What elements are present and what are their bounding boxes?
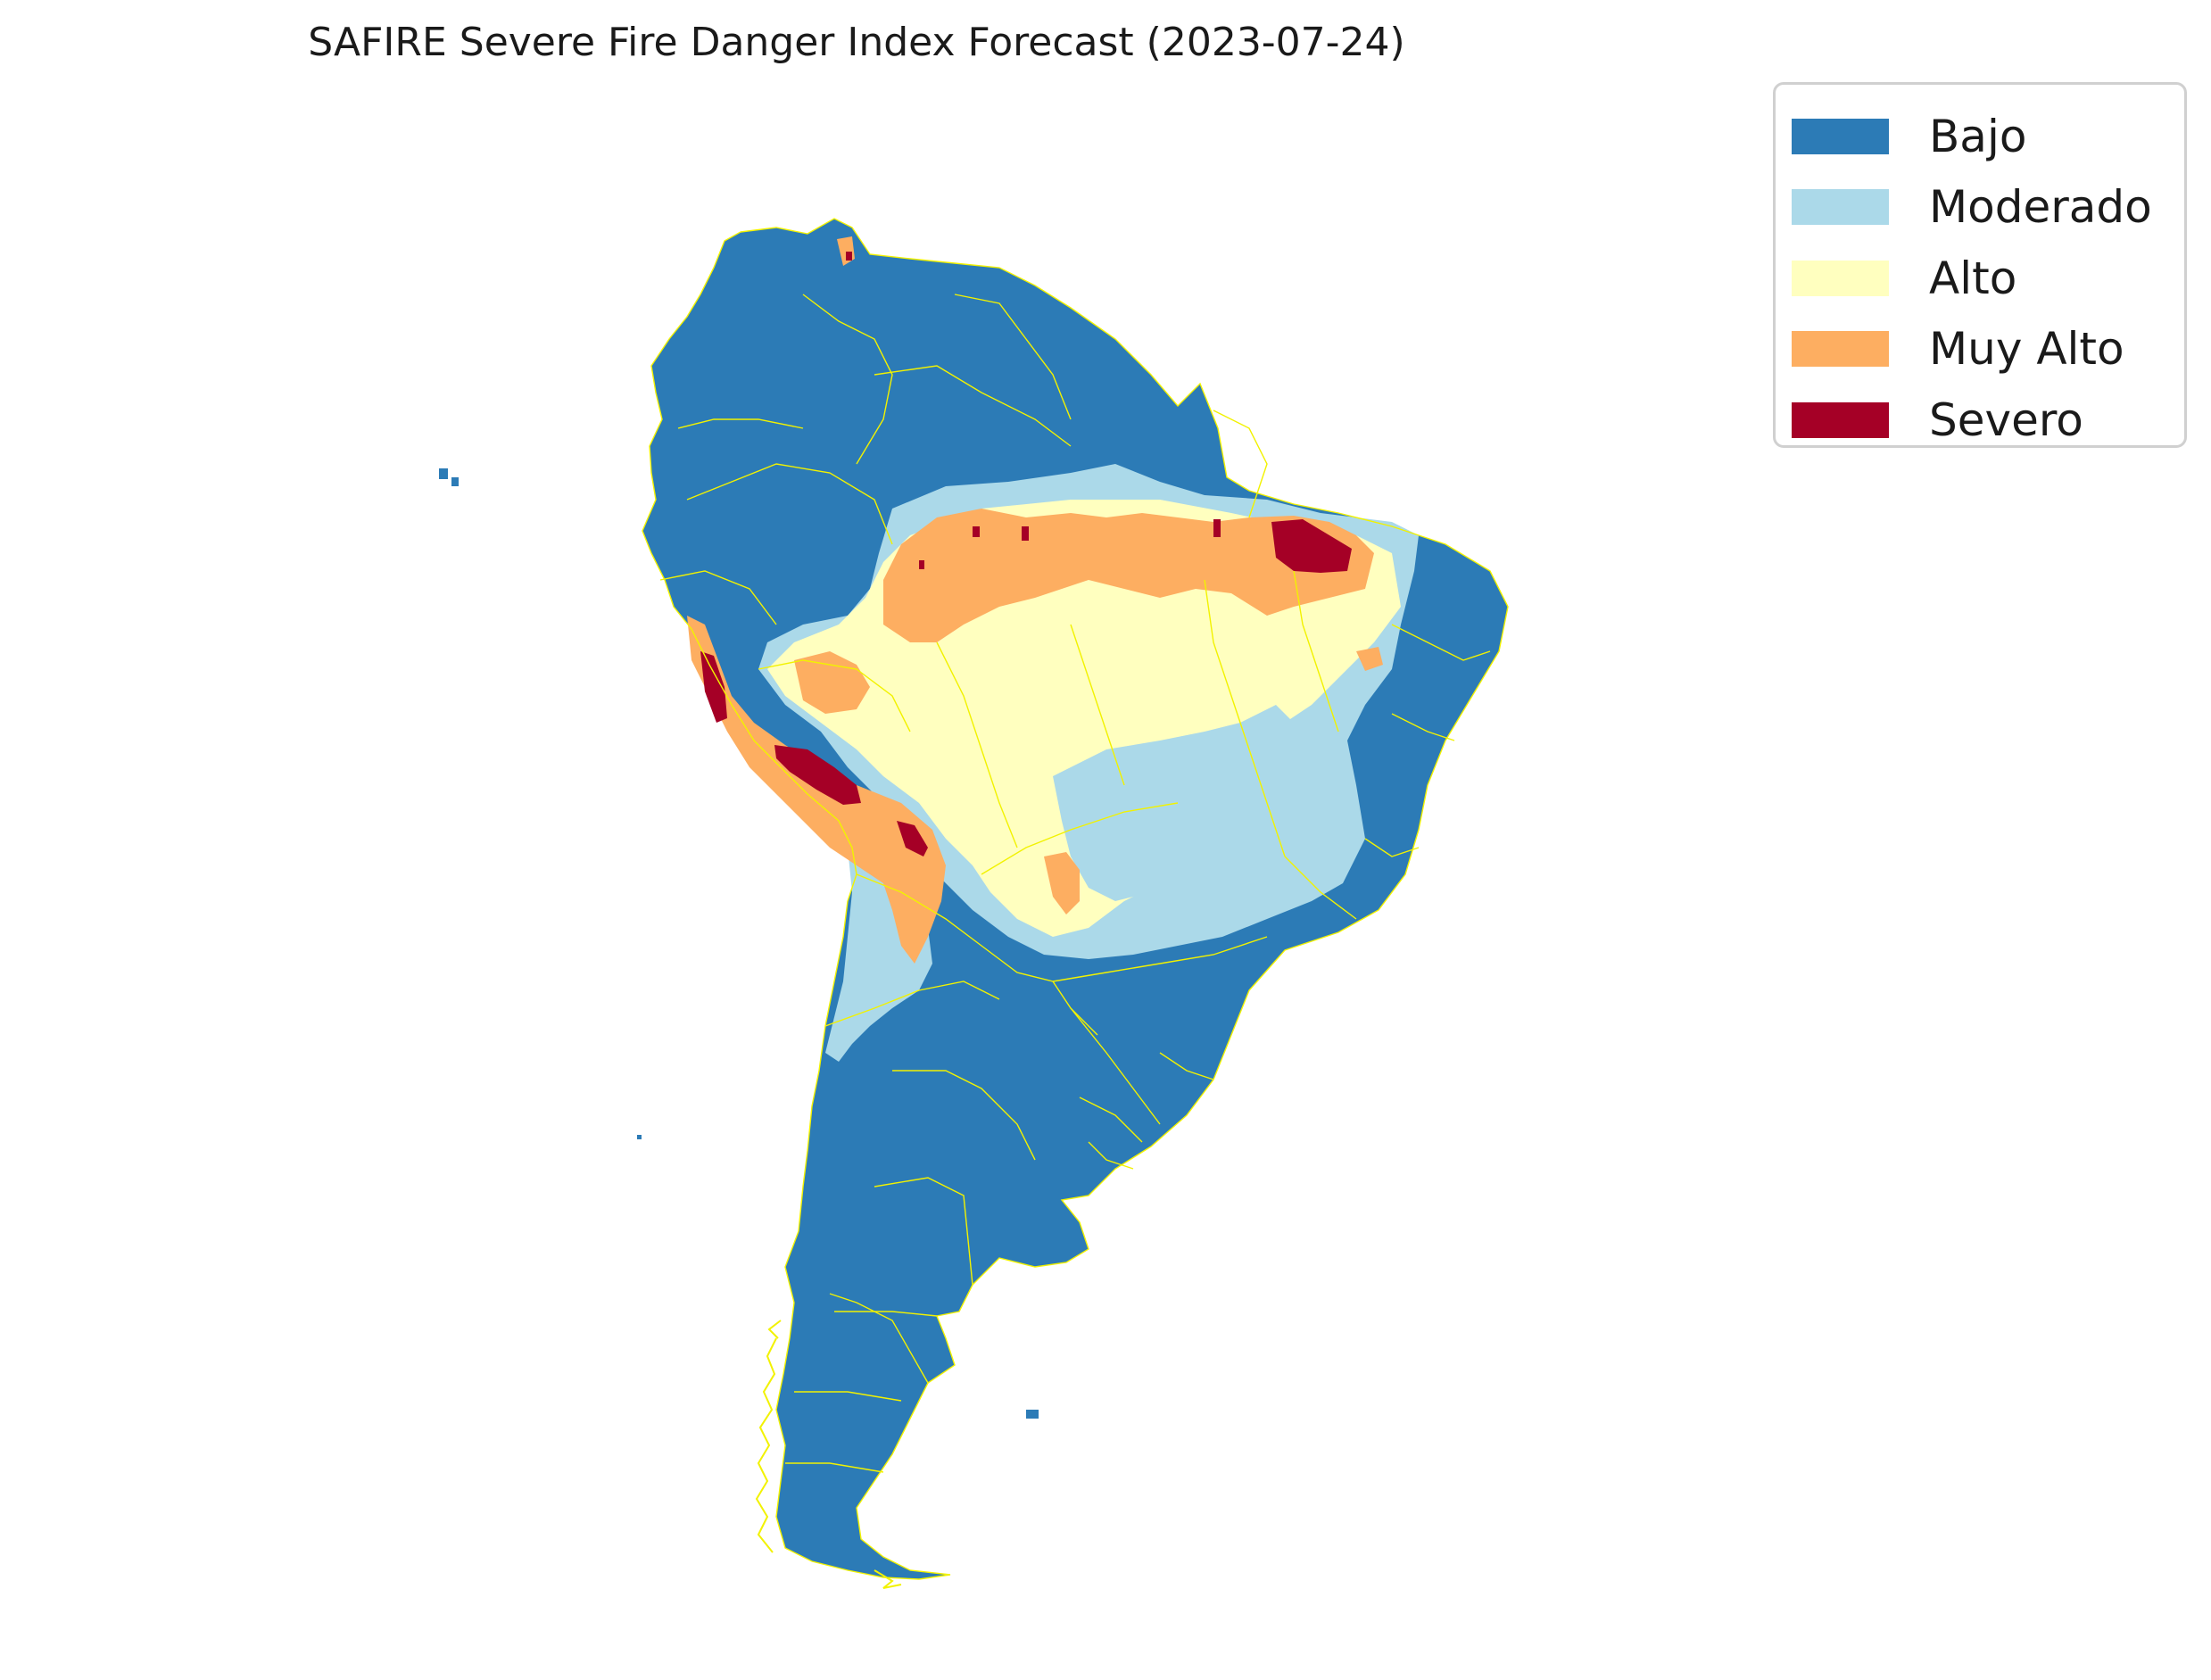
chile-fjords [755,1320,902,1589]
region-muy-alto-northeast [1356,647,1383,671]
region-severo-amazon-dot4 [919,560,924,569]
legend-item-severo: Severo [1792,385,2184,456]
legend-swatch-alto [1792,260,1889,296]
region-severo-bolivia [897,821,928,857]
legend-label-severo: Severo [1929,393,2083,446]
legend-item-muy-alto: Muy Alto [1792,314,2184,385]
legend-label-muy-alto: Muy Alto [1929,323,2124,376]
legend-swatch-moderado [1792,189,1889,226]
map-title: SAFIRE Severe Fire Danger Index Forecast… [308,20,1405,65]
region-severo-amazon-dot3 [1213,519,1221,537]
region-muy-alto-paraguay [1044,852,1080,914]
region-moderado-south-brazil [1053,705,1294,901]
legend-item-alto: Alto [1792,243,2184,314]
legend-label-moderado: Moderado [1929,181,2152,234]
region-severo-amazon-dot1 [973,526,980,537]
island-falklands [1026,1410,1039,1419]
legend-item-bajo: Bajo [1792,101,2184,172]
region-severo-peru [700,651,727,723]
island-juan-fernandez [637,1135,642,1139]
region-muy-alto-amazon [883,509,1374,642]
region-muy-alto-west [794,651,870,714]
legend-swatch-bajo [1792,118,1889,154]
region-severo-peru-south [774,745,861,805]
region-severo-northeast [1271,519,1352,573]
region-severo-venezuela-dot [846,252,852,261]
legend-label-bajo: Bajo [1929,110,2027,162]
legend-item-moderado: Moderado [1792,172,2184,244]
legend: Bajo Moderado Alto Muy Alto Severo [1773,82,2187,448]
fire-danger-map [439,218,1509,1589]
admin-borders [642,218,1509,1580]
island-galapagos [439,468,459,486]
legend-label-alto: Alto [1929,252,2017,304]
region-severo-amazon-dot2 [1022,526,1029,541]
legend-swatch-severo [1792,401,1889,438]
legend-swatch-muy-alto [1792,331,1889,368]
